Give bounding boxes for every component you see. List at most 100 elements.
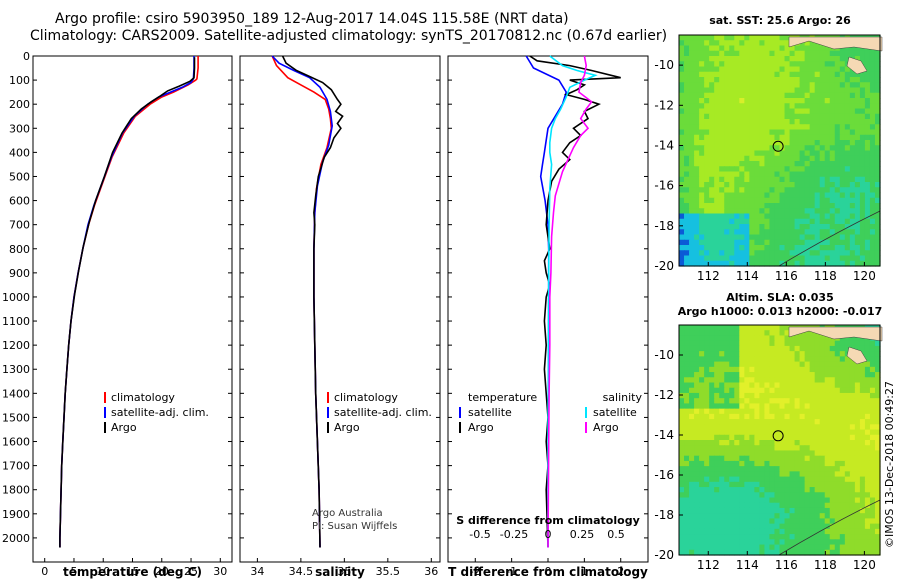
map-cell bbox=[679, 77, 685, 83]
map-cell bbox=[864, 61, 871, 68]
map-cell bbox=[714, 382, 720, 389]
map-cell bbox=[834, 129, 841, 136]
map-cell bbox=[789, 356, 796, 363]
map-cell bbox=[684, 82, 690, 89]
map-cell bbox=[844, 403, 851, 410]
map-cell bbox=[839, 182, 846, 188]
map-cell bbox=[874, 518, 881, 525]
map-cell bbox=[734, 197, 740, 204]
map-cell bbox=[699, 71, 705, 78]
map-cell bbox=[689, 250, 695, 257]
map-cell bbox=[759, 455, 766, 462]
map-cell bbox=[819, 113, 826, 120]
map-cell bbox=[819, 92, 826, 99]
map-cell bbox=[784, 239, 791, 246]
map-cell bbox=[834, 382, 841, 389]
map-cell bbox=[844, 260, 851, 267]
map-cell bbox=[724, 192, 730, 199]
map-cell bbox=[819, 476, 826, 483]
map-cell bbox=[874, 176, 881, 183]
map-cell bbox=[684, 140, 690, 146]
map-cell bbox=[794, 245, 801, 251]
map-cell bbox=[729, 387, 735, 394]
map-cell bbox=[764, 56, 771, 62]
map-cell bbox=[784, 372, 791, 378]
map-cell bbox=[834, 455, 841, 462]
map-cell bbox=[849, 113, 856, 120]
map-cell bbox=[819, 129, 826, 136]
map-cell bbox=[774, 229, 781, 236]
map-cell bbox=[789, 539, 796, 546]
map-cell bbox=[784, 124, 791, 131]
map-cell bbox=[779, 197, 786, 204]
map-cell bbox=[749, 124, 755, 131]
map-cell bbox=[819, 213, 826, 220]
map-cell bbox=[809, 245, 816, 251]
map-cell bbox=[794, 224, 801, 230]
map-cell bbox=[834, 345, 841, 352]
map-cell bbox=[759, 387, 766, 394]
map-cell bbox=[814, 66, 821, 73]
map-cell bbox=[724, 239, 730, 246]
map-cell bbox=[779, 528, 786, 535]
map-cell bbox=[824, 50, 831, 57]
map-cell bbox=[799, 372, 806, 378]
map-cell bbox=[704, 87, 710, 94]
map-cell bbox=[739, 77, 745, 83]
map-cell bbox=[859, 71, 866, 78]
map-cell bbox=[799, 345, 806, 352]
map-cell bbox=[694, 50, 700, 57]
map-cell bbox=[794, 460, 801, 467]
map-cell bbox=[804, 497, 811, 504]
map-cell bbox=[704, 534, 710, 540]
map-cell bbox=[729, 260, 735, 267]
map-cell bbox=[699, 250, 705, 257]
map-cell bbox=[679, 544, 685, 551]
map-cell bbox=[854, 466, 861, 472]
map-cell bbox=[694, 61, 700, 68]
map-cell bbox=[794, 487, 801, 493]
map-cell bbox=[794, 255, 801, 262]
map-cell bbox=[719, 103, 725, 110]
map-cell bbox=[739, 471, 745, 478]
map-cell bbox=[729, 103, 735, 110]
map-cell bbox=[764, 330, 771, 337]
map-cell bbox=[774, 419, 781, 425]
map-cell bbox=[744, 356, 750, 363]
map-cell bbox=[819, 481, 826, 488]
difference-panel: -2 -1 0 1 2T difference from climatologytemp… bbox=[447, 55, 649, 579]
map-cell bbox=[829, 197, 836, 204]
map-cell bbox=[859, 424, 866, 431]
map-cell bbox=[824, 203, 831, 209]
map-cell bbox=[819, 187, 826, 194]
map-cell bbox=[874, 66, 881, 73]
map-cell bbox=[754, 77, 761, 83]
map-cell bbox=[694, 466, 700, 472]
map-cell bbox=[799, 434, 806, 441]
map-cell bbox=[709, 208, 715, 215]
map-cell bbox=[794, 450, 801, 457]
map-cell bbox=[754, 419, 761, 425]
map-cell bbox=[759, 187, 766, 194]
map-cell bbox=[744, 497, 750, 504]
map-cell bbox=[689, 150, 695, 157]
map-cell bbox=[764, 213, 771, 220]
map-cell bbox=[684, 171, 690, 178]
map-cell bbox=[724, 166, 730, 173]
map-cell bbox=[749, 356, 755, 363]
map-cell bbox=[864, 424, 871, 431]
x-tick-label: 10 bbox=[96, 565, 110, 578]
map-cell bbox=[694, 455, 700, 462]
map-cell bbox=[714, 203, 720, 209]
map-cell bbox=[809, 419, 816, 425]
map-cell bbox=[819, 218, 826, 225]
map-cell bbox=[804, 77, 811, 83]
map-cell bbox=[769, 213, 776, 220]
map-cell bbox=[869, 166, 876, 173]
map-cell bbox=[699, 523, 705, 530]
map-cell bbox=[684, 182, 690, 188]
map-cell bbox=[739, 361, 745, 368]
map-cell bbox=[719, 218, 725, 225]
map-cell bbox=[704, 208, 710, 215]
map-cell bbox=[814, 345, 821, 352]
